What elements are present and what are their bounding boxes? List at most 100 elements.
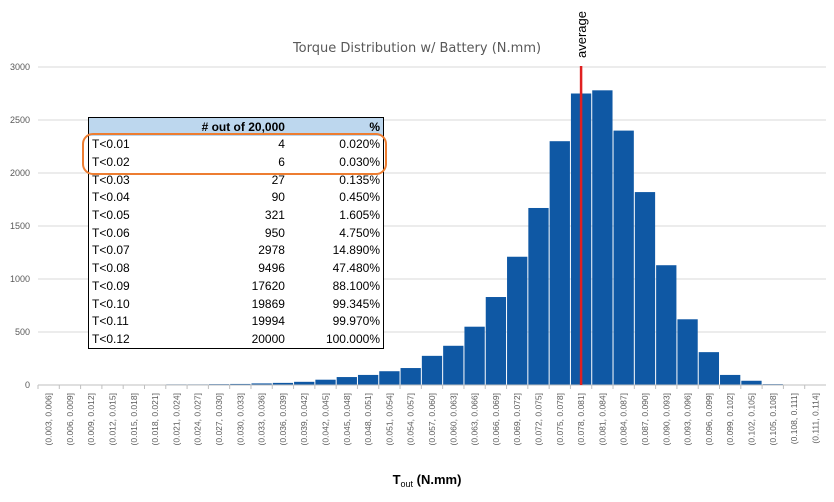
table-cell-count: 27 [271,172,285,187]
histogram-bar [528,207,549,385]
table-header-percent: % [287,117,384,136]
histogram-bar [656,265,677,385]
histogram-bar [336,377,357,385]
x-tick-label: (0.027, 0.030] [214,393,224,445]
x-tick-label: (0.033, 0.036] [257,393,267,445]
x-tick-label: (0.012, 0.015] [108,393,118,445]
x-tick-label: (0.078, 0.081] [576,393,586,445]
table-cell-percent: 1.605% [339,208,380,223]
x-tick-label: (0.057, 0.060] [427,393,437,445]
histogram-bar [720,374,741,385]
table-row: T<0.06 950 4.750% [89,224,384,242]
table-cell-threshold: T<0.08 [92,261,130,276]
x-axis-label-units: (N.mm) [413,472,461,487]
x-tick-label: (0.105, 0.108] [768,393,778,445]
average-label: average [574,11,589,58]
histogram-bar [443,345,464,385]
x-tick-label: (0.096, 0.099] [704,393,714,445]
table-cell-percent: 0.450% [339,190,380,205]
table-cell-count: 321 [264,208,285,223]
table-cell-count: 9496 [258,261,285,276]
table-row: T<0.03 27 0.135% [89,171,384,189]
x-tick-label: (0.093, 0.096] [683,393,693,445]
table-cell-percent: 14.890% [332,243,380,258]
table-row: T<0.01 4 0.020% [89,136,384,154]
cumulative-stats-table: # out of 20,000 % T<0.01 4 0.020% T<0.02 6 0.… [88,117,384,350]
histogram-bar [230,383,251,385]
table-cell-threshold: T<0.12 [92,331,130,346]
histogram-bar [634,192,656,385]
histogram-bar [485,297,507,385]
table-cell-count: 6 [278,155,285,170]
y-axis-ticks: 0 500 1000 1500 2000 2500 3000 [10,62,30,390]
y-tick-label: 1500 [10,221,30,231]
histogram-bar [698,352,720,385]
y-tick-label: 2500 [10,115,30,125]
table-cell-percent: 0.020% [339,137,380,152]
histogram-bar [464,326,485,385]
table-row: T<0.04 90 0.450% [89,189,384,207]
histogram-bar [400,368,421,385]
x-tick-label: (0.111, 0.114] [810,393,820,444]
table-cell-count: 19869 [251,296,285,311]
x-tick-label: (0.042, 0.045] [321,393,331,445]
table-cell-percent: 99.970% [332,314,380,329]
histogram-bar [741,380,762,385]
x-tick-label: (0.069, 0.072] [512,393,522,445]
table-cell-percent: 4.750% [339,225,380,240]
table-row: T<0.08 9496 47.480% [89,260,384,278]
table-cell-percent: 100.000% [325,331,380,346]
table-cell-threshold: T<0.04 [92,190,130,205]
table-cell-threshold: T<0.07 [92,243,130,258]
x-tick-label: (0.009, 0.012] [86,393,96,445]
table-row: T<0.05 321 1.605% [89,207,384,225]
x-tick-label: (0.018, 0.021] [150,393,160,445]
x-tick-label: (0.099, 0.102] [725,393,735,445]
y-tick-label: 3000 [10,62,30,72]
table-cell-percent: 88.100% [332,278,380,293]
x-tick-label: (0.045, 0.048] [342,393,352,445]
x-tick-label: (0.054, 0.057] [406,393,416,445]
x-tick-label: (0.039, 0.042] [299,393,309,445]
y-tick-label: 0 [25,380,30,390]
chart-title: Torque Distribution w/ Battery (N.mm) [292,41,541,56]
x-tick-label: (0.066, 0.069] [491,393,501,445]
table-cell-threshold: T<0.06 [92,225,130,240]
table-row: T<0.02 6 0.030% [89,154,384,172]
table-cell-threshold: T<0.01 [92,137,130,152]
x-tick-label: (0.081, 0.084] [597,393,607,445]
x-axis-ticks: (0.003, 0.006] (0.006, 0.009] (0.009, 0.01… [37,385,820,445]
table-cell-count: 17620 [251,278,285,293]
x-tick-label: (0.024, 0.027] [193,393,203,445]
table-cell-threshold: T<0.11 [92,314,129,329]
histogram-bar [677,319,698,385]
table-header-row: # out of 20,000 % [88,117,384,136]
table-row: T<0.12 20000 100.000% [89,331,384,349]
histogram-bar [315,379,336,385]
x-tick-label: (0.108, 0.111] [789,393,799,444]
histogram-bar [613,130,634,385]
table-cell-count: 19994 [251,314,285,329]
table-row: T<0.07 2978 14.890% [89,242,384,260]
table-cell-percent: 47.480% [332,261,380,276]
histogram-bar [592,90,613,385]
table-cell-percent: 0.135% [339,172,380,187]
x-tick-label: (0.006, 0.009] [65,393,75,445]
x-tick-label: (0.036, 0.039] [278,393,288,445]
table-row: T<0.09 17620 88.100% [89,278,384,296]
y-tick-label: 500 [15,327,30,337]
x-axis-label: Tout (N.mm) [393,472,462,489]
histogram-bar [549,141,570,385]
x-tick-label: (0.051, 0.054] [384,393,394,445]
x-tick-label: (0.090, 0.093] [661,393,671,445]
table-cell-threshold: T<0.10 [92,296,130,311]
x-tick-label: (0.075, 0.078] [555,393,565,445]
x-tick-label: (0.060, 0.063] [448,393,458,445]
table-cell-threshold: T<0.03 [92,172,130,187]
table-cell-count: 90 [271,190,285,205]
y-tick-label: 2000 [10,168,30,178]
table-cell-count: 4 [278,137,285,152]
histogram-bar [272,382,294,385]
table-row: T<0.11 19994 99.970% [89,313,384,331]
